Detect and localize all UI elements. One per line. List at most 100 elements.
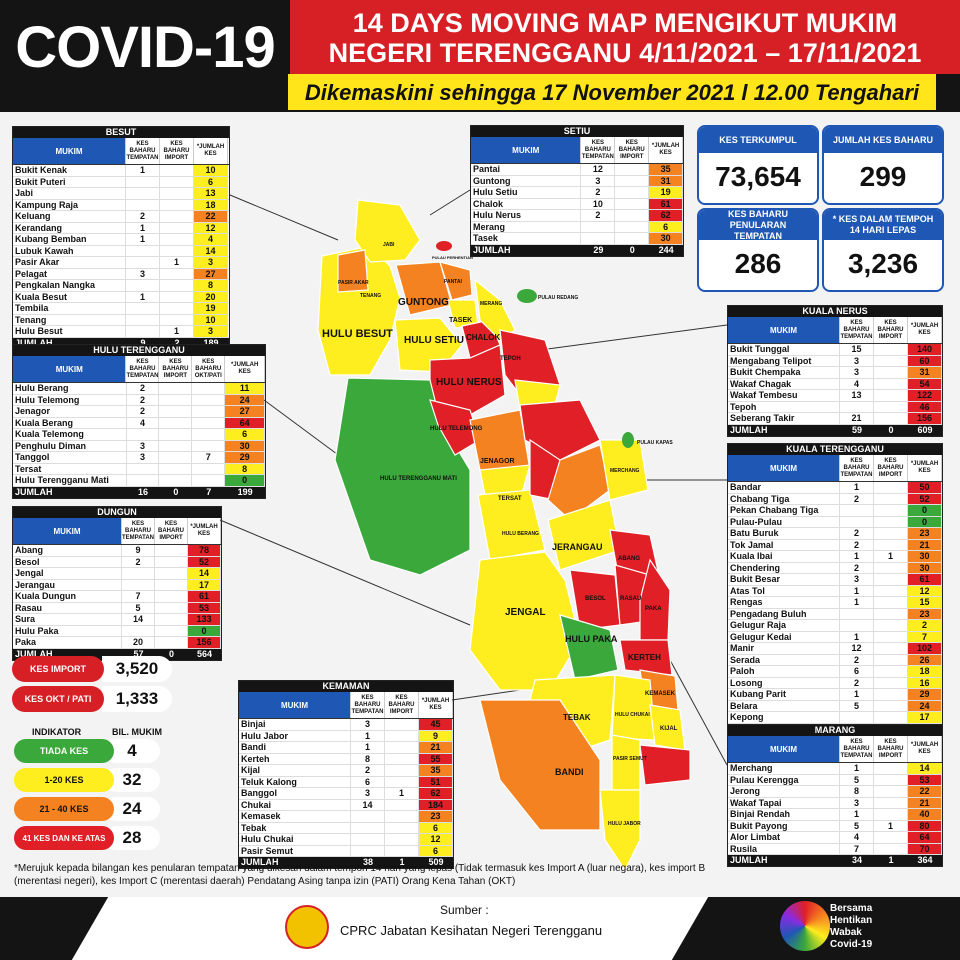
table-row: Kerandang 1 12 xyxy=(13,222,229,234)
table-cell: Alor Limbat xyxy=(728,832,840,843)
table-cell: 1 xyxy=(126,222,160,233)
table-cell xyxy=(126,245,160,256)
table-row: Rasau 5 53 xyxy=(13,602,221,614)
table-cell: 1 xyxy=(126,165,160,176)
label-hulu-berang: HULU BERANG xyxy=(502,531,539,537)
table-header-cell: *JUMLAH KES xyxy=(225,356,266,382)
table-cell: Merang xyxy=(471,221,582,232)
table-kuala-terengganu: KUALA TERENGGANU MUKIM KES BAHARU TEMPATAN… xyxy=(727,443,943,736)
table-cell xyxy=(615,210,650,221)
table-cell: 2 xyxy=(122,556,155,567)
table-total-cell: 0 xyxy=(173,486,179,497)
table-cell: Pulau Kerengga xyxy=(728,774,840,785)
table-header: MUKIM KES BAHARU TEMPATAN KES BAHARU IMPOR… xyxy=(13,518,221,545)
table-cell xyxy=(155,614,188,625)
table-cell xyxy=(385,834,419,845)
table-header-cell: KES BAHARU TEMPATAN xyxy=(581,137,616,163)
table-total-cell: 2 xyxy=(174,337,180,348)
table-cell xyxy=(159,452,193,463)
table-cell xyxy=(122,568,155,579)
table-cell: Tersat xyxy=(13,463,127,474)
table-cell xyxy=(874,608,908,619)
table-cell xyxy=(155,625,188,636)
table-cell xyxy=(385,845,419,856)
callout-kemaman xyxy=(451,689,521,701)
table-total-cell: 34 xyxy=(851,855,862,865)
table-row: Belara 5 24 xyxy=(728,700,942,712)
table-cell: 2 xyxy=(840,539,874,550)
indicator-value-orange: 24 xyxy=(104,797,160,821)
table-cell: 0 xyxy=(908,505,942,516)
table-total-row: JUMLAH 59 0 609 xyxy=(728,424,942,436)
table-cell: 6 xyxy=(194,176,228,187)
callout-marang xyxy=(669,659,728,766)
table-cell: Kemasek xyxy=(239,811,351,822)
table-cell xyxy=(874,344,908,355)
table-cell: Kerteh xyxy=(239,753,351,764)
table-cell: 14 xyxy=(122,614,155,625)
table-cell xyxy=(160,234,194,245)
table-cell: Hulu Setiu xyxy=(471,187,582,198)
table-cell: 14 xyxy=(188,568,221,579)
table-row: Jengal 14 xyxy=(13,568,221,580)
table-cell: 8 xyxy=(351,753,385,764)
table-header-cell: KES BAHARU IMPORT xyxy=(155,518,188,544)
table-header-cell: KES BAHARU IMPORT xyxy=(159,356,193,382)
table-row: Binjai Rendah 1 40 xyxy=(728,809,942,821)
table-cell xyxy=(192,475,226,486)
table-row: Hulu Terengganu Mati 0 xyxy=(13,475,266,487)
campaign-text: Bersama Hentikan Wabak Covid-19 xyxy=(830,903,872,951)
table-cell: Lubuk Kawah xyxy=(13,245,126,256)
table-cell: 55 xyxy=(419,753,453,764)
table-cell: Binjai xyxy=(239,719,351,730)
table-cell xyxy=(615,187,650,198)
table-cell: 17 xyxy=(908,712,942,723)
table-header: MUKIM KES BAHARU TEMPATAN KES BAHARU IMPOR… xyxy=(728,317,942,344)
title-line-2: NEGERI TERENGGANU 4/11/2021 – 17/11/2021 xyxy=(328,38,922,68)
table-cell xyxy=(615,175,650,186)
table-cell: Bukit Chempaka xyxy=(728,367,840,378)
table-cell xyxy=(192,394,226,405)
table-header-cell: *JUMLAH KES xyxy=(419,692,453,718)
label-hulu-setiu: HULU SETIU xyxy=(404,335,464,346)
table-header-cell: *JUMLAH KES xyxy=(649,137,683,163)
table-cell: Guntong xyxy=(471,175,582,186)
table-row: Besol 2 52 xyxy=(13,556,221,568)
table-row: Pantai 12 35 xyxy=(471,164,684,176)
table-cell: 102 xyxy=(908,643,942,654)
region-marang-inland xyxy=(547,444,611,521)
table-cell: Hulu Chukai xyxy=(239,834,351,845)
indicator-value-yellow: 32 xyxy=(104,768,160,792)
table-cell xyxy=(874,562,908,573)
table-total-cell: 1 xyxy=(399,857,405,867)
stat-kes-tempatan-value: 286 xyxy=(734,248,782,279)
table-cell: Merchang xyxy=(728,763,840,774)
table-header-cell: KES BAHARU IMPORT xyxy=(385,692,419,718)
table-cell: Hulu Besut xyxy=(13,326,126,337)
table-cell: 10 xyxy=(194,165,228,176)
table-cell xyxy=(385,730,419,741)
island-redang xyxy=(517,289,537,303)
table-cell xyxy=(874,482,908,493)
table-cell xyxy=(840,505,874,516)
table-cell xyxy=(385,719,419,730)
table-row: Pengadang Buluh 23 xyxy=(728,608,942,620)
table-cell xyxy=(127,463,160,474)
table-total-cell: 564 xyxy=(196,648,213,659)
table-cell: 14 xyxy=(908,763,942,774)
table-header-cell: MUKIM xyxy=(13,138,126,164)
table-cell xyxy=(126,314,160,325)
table-total-cell: 57 xyxy=(133,648,144,659)
table-cell: 5 xyxy=(840,820,874,831)
table-cell xyxy=(385,753,419,764)
table-total-cell: 38 xyxy=(362,857,373,867)
table-cell: Bukit Besar xyxy=(728,574,840,585)
table-cell: 1 xyxy=(160,326,194,337)
table-header-cell: MUKIM xyxy=(239,692,351,718)
table-row: Hulu Setiu 2 19 xyxy=(471,187,684,199)
table-row: Kepong 17 xyxy=(728,712,942,724)
table-cell: Tanggol xyxy=(13,452,127,463)
table-cell: 1 xyxy=(840,763,874,774)
table-cell: Gelugur Raja xyxy=(728,620,840,631)
